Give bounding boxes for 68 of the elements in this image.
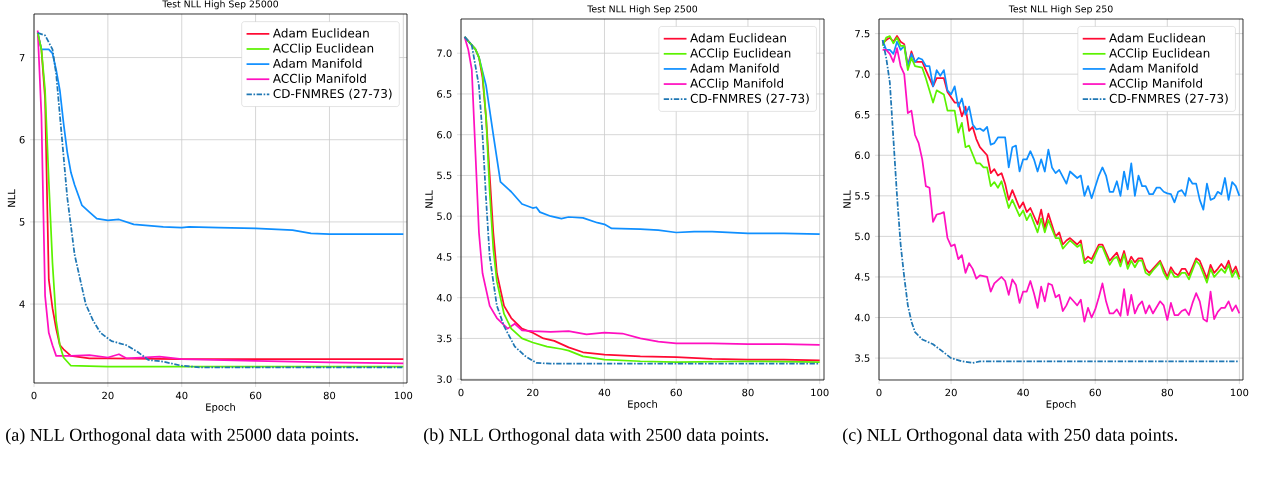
legend-label: CD-FNMRES (27-73) bbox=[273, 88, 392, 100]
y-tick-label: 6.0 bbox=[855, 151, 870, 160]
x-tick-label: 60 bbox=[1089, 388, 1101, 397]
legend-label: CD-FNMRES (27-73) bbox=[690, 93, 809, 105]
legend-label: ACClip Euclidean bbox=[272, 43, 374, 56]
x-tick-label: 0 bbox=[458, 388, 464, 397]
x-tick-label: 80 bbox=[1161, 388, 1173, 397]
y-tick-label: 4.5 bbox=[436, 253, 452, 261]
y-tick-label: 6.5 bbox=[855, 110, 870, 119]
legend-label: Adam Manifold bbox=[690, 63, 779, 73]
legend-label: Adam Manifold bbox=[272, 58, 362, 68]
chart-title: Test NLL High Sep 25000 bbox=[162, 0, 279, 10]
legend-label: ACClip Manifold bbox=[272, 73, 366, 86]
legend-label: Adam Euclidean bbox=[690, 33, 786, 43]
x-tick-label: 100 bbox=[1230, 388, 1249, 397]
chart-title: Test NLL High Sep 2500 bbox=[587, 5, 698, 15]
x-axis-title: Epoch bbox=[206, 403, 235, 413]
x-tick-label: 60 bbox=[670, 388, 682, 397]
legend-label: ACClip Euclidean bbox=[690, 48, 791, 60]
x-tick-label: 20 bbox=[945, 388, 957, 397]
text: (b) NLL Orthogonal data with 2500 data points. bbox=[424, 428, 769, 445]
x-tick-label: 100 bbox=[394, 391, 413, 400]
y-tick-label: 7 bbox=[19, 53, 25, 62]
text: (a) NLL Orthogonal data with 25000 data points. bbox=[6, 428, 359, 445]
y-tick-label: 5 bbox=[19, 218, 25, 226]
y-tick-label: 5.0 bbox=[855, 232, 870, 241]
x-tick-label: 20 bbox=[527, 388, 539, 397]
y-tick-label: 3.5 bbox=[437, 334, 452, 343]
x-axis-title: Epoch bbox=[628, 400, 657, 410]
y-axis-title: NLL bbox=[7, 189, 16, 207]
legend-label: ACClip Euclidean bbox=[1109, 48, 1210, 60]
x-axis-title: Epoch bbox=[1046, 400, 1076, 410]
legend-label: Adam Euclidean bbox=[1109, 33, 1205, 43]
y-tick-label: 5.5 bbox=[855, 192, 870, 200]
y-tick-label: 6 bbox=[19, 135, 25, 144]
chart-title: Test NLL High Sep 250 bbox=[1008, 5, 1113, 15]
y-axis-title: NLL bbox=[425, 190, 433, 208]
x-tick-label: 0 bbox=[31, 391, 37, 400]
x-tick-label: 0 bbox=[876, 388, 882, 397]
x-tick-label: 40 bbox=[1017, 388, 1029, 397]
y-tick-label: 3.5 bbox=[855, 354, 870, 362]
y-tick-label: 4.0 bbox=[854, 313, 870, 322]
y-tick-label: 7.0 bbox=[437, 49, 452, 57]
y-tick-label: 6.5 bbox=[437, 90, 452, 98]
legend-label: ACClip Manifold bbox=[690, 78, 783, 91]
legend-label: Adam Euclidean bbox=[272, 28, 369, 38]
line-series bbox=[881, 47, 1241, 323]
x-tick-label: 100 bbox=[811, 388, 829, 397]
y-tick-label: 7.5 bbox=[855, 29, 870, 38]
x-tick-label: 40 bbox=[175, 391, 188, 400]
y-axis-title: NLL bbox=[843, 190, 851, 208]
x-tick-label: 80 bbox=[742, 388, 754, 397]
text: (c) NLL Orthogonal data with 250 data points. bbox=[843, 428, 1178, 445]
x-tick-label: 40 bbox=[598, 388, 611, 397]
y-tick-label: 4 bbox=[19, 300, 25, 308]
y-tick-label: 7.0 bbox=[855, 70, 870, 78]
y-tick-label: 5.5 bbox=[437, 171, 452, 180]
legend-label: CD-FNMRES (27-73) bbox=[1109, 93, 1228, 105]
y-tick-label: 5.0 bbox=[437, 212, 452, 220]
legend-label: ACClip Manifold bbox=[1109, 78, 1202, 91]
legend-label: Adam Manifold bbox=[1109, 63, 1198, 73]
y-tick-label: 3.0 bbox=[437, 375, 452, 383]
y-tick-label: 6.0 bbox=[437, 130, 452, 139]
x-tick-label: 20 bbox=[102, 391, 114, 400]
x-tick-label: 60 bbox=[249, 391, 262, 400]
y-tick-label: 4.0 bbox=[436, 293, 452, 302]
x-tick-label: 80 bbox=[323, 391, 336, 400]
y-tick-label: 4.5 bbox=[854, 273, 870, 281]
